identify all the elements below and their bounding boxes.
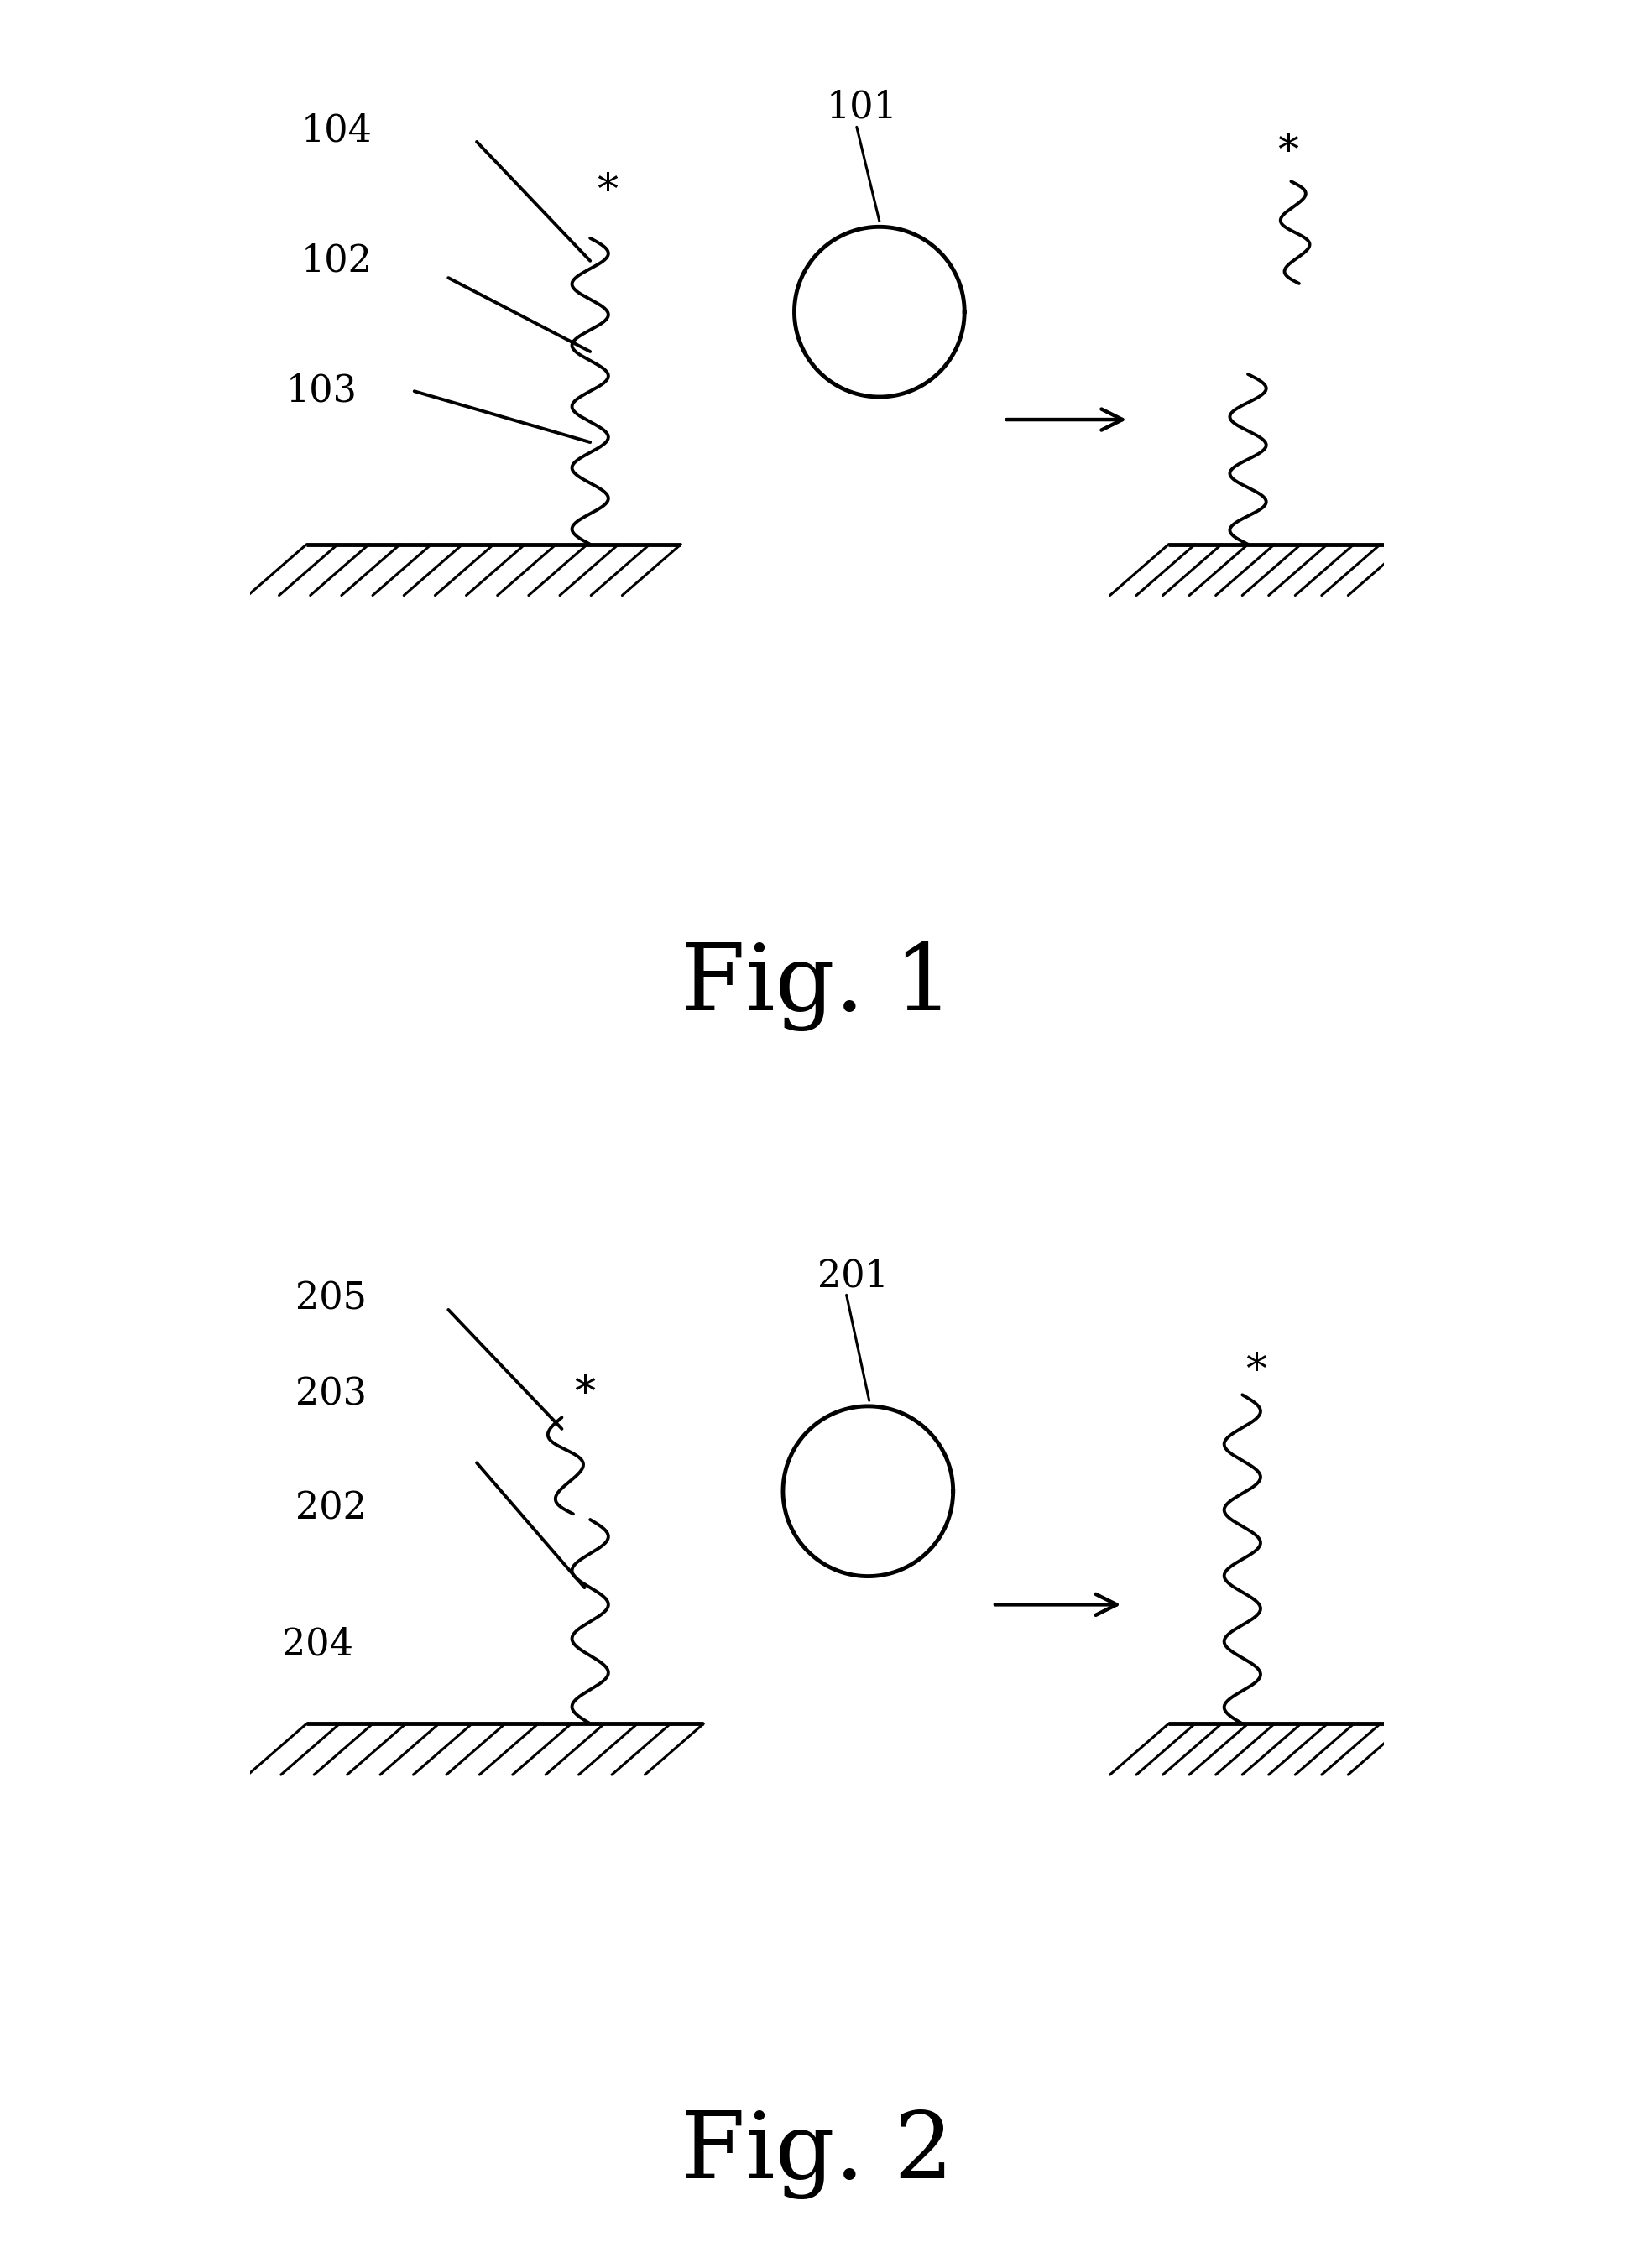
Text: 104: 104 — [301, 113, 373, 147]
Text: *: * — [1245, 1352, 1266, 1393]
Text: *: * — [574, 1374, 595, 1415]
Text: 103: 103 — [286, 374, 358, 408]
Text: 203: 203 — [296, 1377, 366, 1413]
Text: 204: 204 — [281, 1626, 353, 1662]
Text: *: * — [1278, 132, 1297, 175]
Text: Fig. 1: Fig. 1 — [681, 941, 953, 1032]
Text: *: * — [596, 172, 618, 213]
Text: 101: 101 — [827, 91, 897, 125]
Text: 201: 201 — [817, 1259, 889, 1293]
Text: 202: 202 — [296, 1490, 366, 1526]
Text: Fig. 2: Fig. 2 — [681, 2109, 953, 2200]
Text: 205: 205 — [296, 1281, 366, 1315]
Text: 102: 102 — [301, 243, 373, 279]
